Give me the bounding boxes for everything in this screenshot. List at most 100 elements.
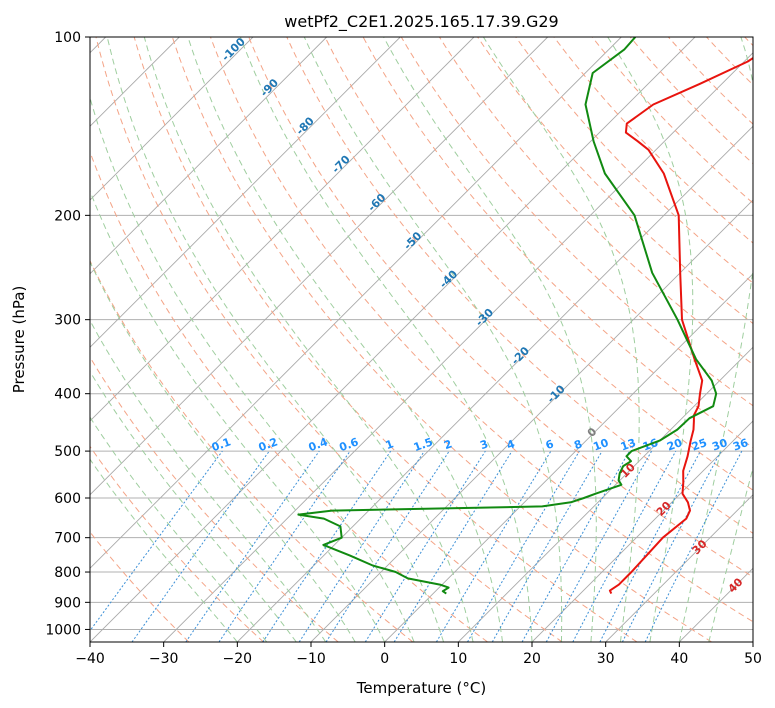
y-axis-ticks: 100 200 300 400 500 600 700 800 900 1000 <box>45 30 90 638</box>
y-tick-label: 500 <box>54 444 81 460</box>
moist-adiabat <box>90 458 238 642</box>
series-line-1 <box>297 37 718 595</box>
mixing-ratio-label: 8 <box>572 437 584 452</box>
y-tick-label: 700 <box>54 531 81 547</box>
moist-adiabat <box>143 37 474 642</box>
isotherm--50 <box>90 37 622 569</box>
x-tick-label: −40 <box>75 651 105 667</box>
isotherm--30 <box>163 52 753 642</box>
mixing-ratio-line <box>325 450 450 642</box>
dry-adiabat <box>515 37 753 284</box>
dry-adiabat <box>90 259 414 642</box>
moist-adiabat <box>383 37 597 642</box>
mixing-ratio-label: 3 <box>478 437 490 452</box>
moist-adiabat <box>708 466 753 642</box>
mixing-ratio-label: 20 <box>665 436 684 454</box>
y-tick-label: 1000 <box>45 622 81 638</box>
y-tick-label: 600 <box>54 491 81 507</box>
mixing-ratio-label: 25 <box>690 436 709 453</box>
mixing-ratio-label: 0.6 <box>338 435 361 454</box>
mixing-ratio-line <box>131 450 270 642</box>
moist-adiabat <box>106 37 445 642</box>
x-tick-label: 50 <box>744 651 762 667</box>
isotherm--60 <box>90 37 549 496</box>
isotherm--20 <box>236 125 753 642</box>
mixing-ratio-line <box>572 450 677 642</box>
dry-adiabat <box>248 37 753 578</box>
mixing-ratio-line <box>364 450 486 642</box>
plot-background <box>90 37 753 642</box>
moist-adiabat <box>187 37 503 642</box>
dry-adiabat <box>400 37 753 407</box>
mixing-ratio-line <box>491 450 603 642</box>
mixing-ratio-label: 36 <box>731 436 750 454</box>
mixing-ratio-label: 13 <box>619 436 638 453</box>
moist-adiabat <box>90 96 415 642</box>
x-axis-ticks: −40 −30 −20 −10 0 10 20 30 40 50 <box>75 642 762 667</box>
mixing-ratio-label: 1.5 <box>412 435 435 454</box>
isotherm-20 <box>531 420 753 642</box>
dry-adiabat <box>133 37 638 642</box>
x-tick-label: −20 <box>223 651 253 667</box>
dry-adiabat <box>324 37 753 491</box>
isotherm-30 <box>605 494 753 642</box>
y-tick-label: 200 <box>54 208 81 224</box>
mixing-ratio-label: 2 <box>442 437 454 452</box>
dry-adiabat <box>171 37 712 642</box>
mixing-ratio-line <box>185 450 320 642</box>
mixing-ratio-label: 0.4 <box>307 435 330 454</box>
y-tick-label: 400 <box>54 387 81 403</box>
moist-adiabat <box>90 370 297 642</box>
moist-adiabat <box>482 37 640 642</box>
moist-adiabat <box>90 260 356 642</box>
x-tick-label: −30 <box>149 651 179 667</box>
mixing-ratio-line <box>521 450 630 642</box>
dry-adiabat <box>90 445 264 642</box>
background-lines <box>90 37 753 642</box>
moist-adiabat <box>90 189 386 642</box>
x-tick-label: 30 <box>597 651 615 667</box>
moist-adiabat <box>90 319 327 642</box>
mixing-ratio-line <box>218 450 351 642</box>
mixing-ratio-line <box>435 450 552 642</box>
dry-adiabat <box>362 37 753 449</box>
isotherm--80 <box>90 37 401 348</box>
moist-adiabat <box>239 37 533 642</box>
moist-adiabat <box>303 37 563 642</box>
dry-adiabat <box>629 37 753 165</box>
mixing-ratio-label: 0.1 <box>210 435 233 454</box>
isotherm--40 <box>90 37 696 642</box>
y-tick-label: 300 <box>54 313 81 329</box>
mixing-ratio-label: 30 <box>710 436 729 454</box>
moist-adiabat <box>90 416 268 642</box>
mixing-ratio-label: 10 <box>591 436 610 454</box>
x-tick-label: 0 <box>380 651 389 667</box>
plot-frame <box>89 36 754 643</box>
x-tick-label: 40 <box>670 651 688 667</box>
mixing-ratio-label: 6 <box>544 437 556 452</box>
moist-adiabat <box>678 37 753 642</box>
dry-adiabat <box>477 37 753 325</box>
isotherm--70 <box>90 37 475 422</box>
moist-adiabat <box>607 37 694 642</box>
mixing-ratio-line <box>90 450 223 632</box>
isotherm-50 <box>752 641 753 642</box>
x-axis-title: Temperature (°C) <box>356 679 486 697</box>
y-tick-label: 100 <box>54 30 81 46</box>
mixing-ratio-line <box>545 450 653 642</box>
mixing-ratio-line <box>467 450 580 642</box>
mixing-ratio-label: 4 <box>505 437 517 452</box>
isotherm--90 <box>90 37 328 275</box>
mixing-ratio-line <box>298 450 425 642</box>
chart-title: wetPf2_C2E1.2025.165.17.39.G29 <box>284 12 558 32</box>
dry-adiabat <box>591 37 753 204</box>
mixing-ratio-line <box>393 450 513 642</box>
x-tick-label: 10 <box>449 651 467 667</box>
x-tick-label: −10 <box>296 651 326 667</box>
y-axis-title: Pressure (hPa) <box>10 286 28 394</box>
y-tick-label: 800 <box>54 565 81 581</box>
dry-adiabat <box>95 37 563 642</box>
mixing-ratio-label: 0.2 <box>257 435 280 454</box>
x-tick-label: 20 <box>523 651 541 667</box>
